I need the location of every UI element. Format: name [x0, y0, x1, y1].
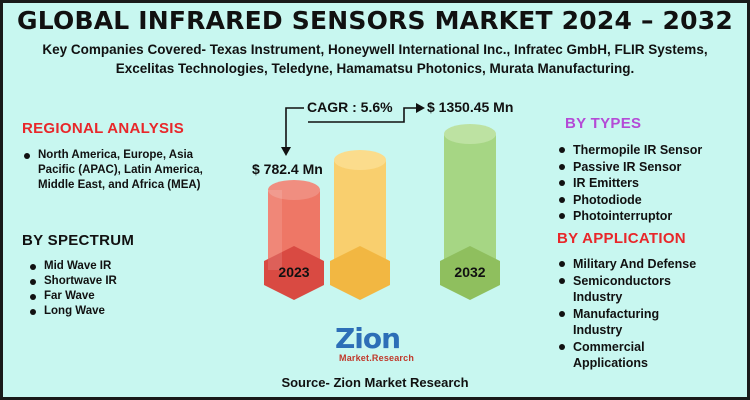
page-title: GLOBAL INFRARED SENSORS MARKET 2024 – 20…	[17, 6, 733, 35]
application-item: Military And Defense	[557, 256, 707, 273]
key-companies: Key Companies Covered- Texas Instrument,…	[10, 40, 740, 78]
cagr-underline-arrow	[308, 107, 418, 123]
types-item: Thermopile IR Sensor	[557, 142, 742, 159]
bar-2032-top	[444, 124, 496, 144]
bar-2032	[440, 124, 500, 300]
year-2023-label: 2023	[278, 264, 310, 280]
spectrum-item: Long Wave	[28, 304, 228, 319]
bar-2023-body	[268, 190, 320, 272]
types-item: Passive IR Sensor	[557, 159, 742, 176]
logo-subtext: Market.Research	[339, 353, 415, 363]
bar-middle	[330, 150, 390, 300]
value-2023-label: $ 782.4 Mn	[252, 161, 323, 177]
types-item: Photodiode	[557, 192, 742, 209]
bar-2023-base	[264, 246, 324, 300]
cagr-arrowhead-right	[416, 103, 425, 113]
spectrum-item: Shortwave IR	[28, 274, 228, 289]
cagr-label: CAGR : 5.6%	[307, 99, 393, 115]
zion-logo: Zion Market.Research	[325, 322, 425, 366]
spectrum-item: Far Wave	[28, 289, 228, 304]
regional-list: North America, Europe, Asia Pacific (APA…	[22, 148, 232, 193]
bar-2032-body	[444, 134, 496, 272]
cagr-bracket-arrow	[285, 107, 304, 150]
application-item: Commercial Applications	[557, 339, 707, 372]
types-item: Photointerruptor	[557, 208, 742, 225]
spectrum-heading: BY SPECTRUM	[22, 232, 135, 249]
types-item: IR Emitters	[557, 175, 742, 192]
application-heading: BY APPLICATION	[557, 230, 686, 247]
cagr-arrowhead-down	[281, 147, 291, 156]
bar-middle-top	[334, 150, 386, 170]
bar-2023-top	[268, 180, 320, 200]
bar-2032-base	[440, 246, 500, 300]
value-2032-label: $ 1350.45 Mn	[427, 99, 514, 115]
bar-middle-body	[334, 160, 386, 272]
spectrum-list: Mid Wave IR Shortwave IR Far Wave Long W…	[28, 259, 228, 319]
key-companies-line-2: Excelitas Technologies, Teledyne, Hamama…	[115, 61, 635, 76]
logo-word: Zion	[335, 322, 401, 355]
bar-2023-highlight	[268, 190, 282, 270]
bar-middle-base	[330, 246, 390, 300]
spectrum-item: Mid Wave IR	[28, 259, 228, 274]
regional-item: North America, Europe, Asia Pacific (APA…	[22, 148, 232, 193]
source-note: Source- Zion Market Research	[281, 375, 469, 390]
types-list: Thermopile IR Sensor Passive IR Sensor I…	[557, 142, 742, 225]
types-heading: BY TYPES	[565, 115, 642, 132]
bar-2023	[264, 180, 324, 300]
application-item: Manufacturing Industry	[557, 306, 707, 339]
application-item: Semiconductors Industry	[557, 273, 707, 306]
regional-analysis-heading: REGIONAL ANALYSIS	[22, 120, 185, 137]
year-2032-label: 2032	[454, 264, 486, 280]
key-companies-line-1: Key Companies Covered- Texas Instrument,…	[42, 42, 708, 57]
application-list: Military And Defense Semiconductors Indu…	[557, 256, 707, 372]
